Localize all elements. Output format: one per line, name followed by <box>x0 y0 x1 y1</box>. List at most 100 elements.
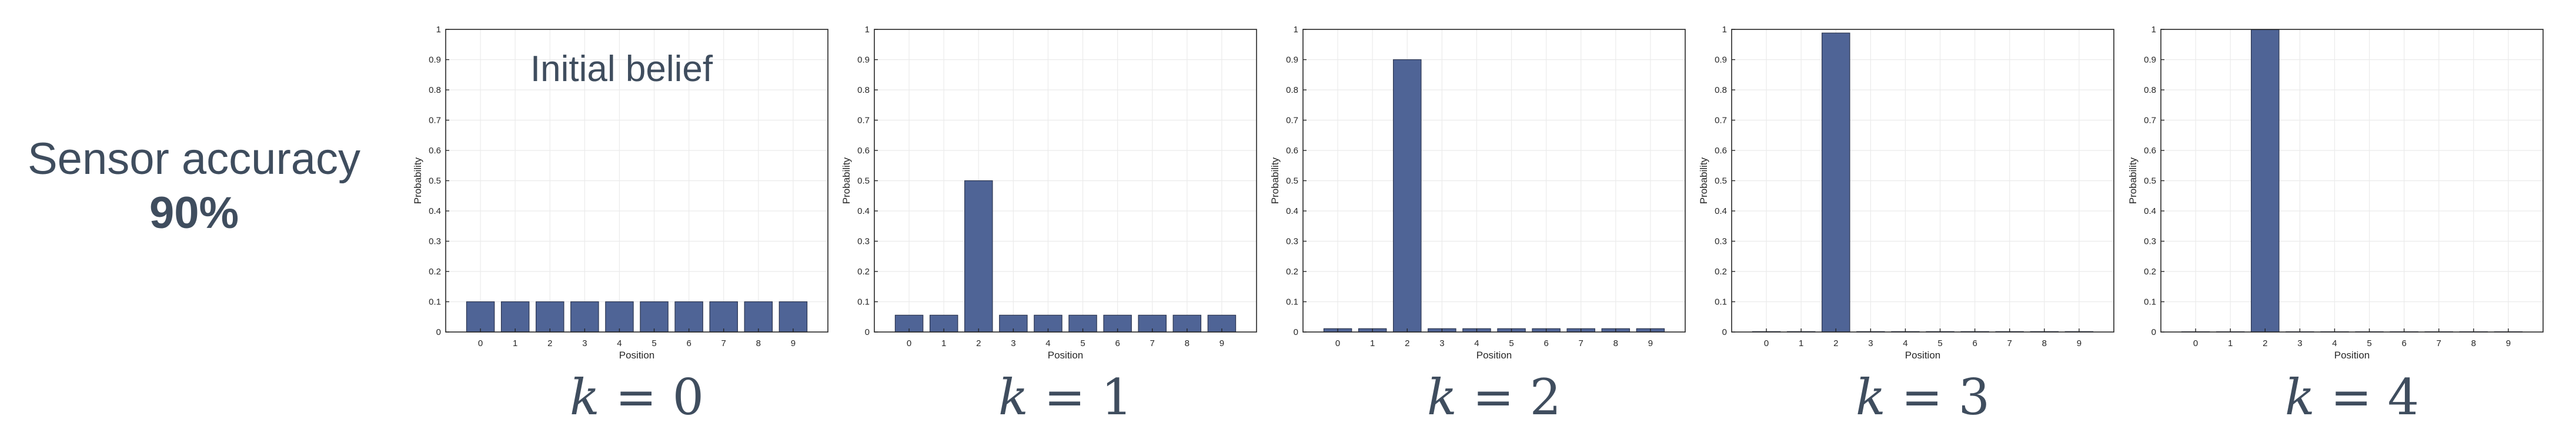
y-axis-title: Probability <box>1269 157 1281 204</box>
y-tick-label: 0.9 <box>2144 55 2156 65</box>
y-tick-label: 0.8 <box>1286 85 1298 95</box>
y-tick-label: 0.8 <box>857 85 870 95</box>
y-tick-label: 1 <box>1722 25 1727 35</box>
y-tick-label: 0.8 <box>2144 85 2156 95</box>
y-tick-label: 1 <box>2151 25 2156 35</box>
x-tick-label: 0 <box>907 338 911 348</box>
x-tick-label: 5 <box>651 338 656 348</box>
caption-variable: k <box>1427 368 1457 426</box>
x-tick-label: 2 <box>2263 338 2267 348</box>
x-axis-title: Position <box>1476 350 1512 361</box>
bar-position-3 <box>570 301 599 333</box>
y-tick-label: 0.3 <box>857 237 870 247</box>
caption-variable: k <box>998 368 1028 426</box>
caption-operator: = <box>1028 368 1101 426</box>
y-tick-label: 1 <box>1294 25 1298 35</box>
x-tick-label: 9 <box>2077 338 2081 348</box>
chart-k2: 0 0.1 0.2 0.3 0.4 0.5 0.6 0.7 0.8 0.9 1 0 1 2 3 4 5 6 7 8 9 P… <box>1269 25 1686 426</box>
y-tick-label: 0.6 <box>2144 146 2156 156</box>
y-tick-label: 0.6 <box>1286 146 1298 156</box>
y-tick-label: 0.4 <box>1286 206 1298 216</box>
bar-position-2 <box>536 301 564 333</box>
y-tick-label: 0.5 <box>2144 176 2156 186</box>
x-tick-label: 9 <box>1648 338 1653 348</box>
y-tick-label: 0 <box>865 327 870 337</box>
caption-operator: = <box>1886 368 1959 426</box>
x-tick-label: 1 <box>941 338 946 348</box>
x-tick-label: 3 <box>582 338 587 348</box>
x-tick-label: 9 <box>2506 338 2511 348</box>
y-tick-label: 0.4 <box>1715 206 1727 216</box>
chart-k3: 0 0.1 0.2 0.3 0.4 0.5 0.6 0.7 0.8 0.9 1 0 1 2 3 4 5 6 7 8 9 P… <box>1698 25 2114 426</box>
y-tick-label: 0 <box>2151 327 2156 337</box>
x-tick-label: 9 <box>1219 338 1224 348</box>
x-tick-label: 5 <box>1509 338 1513 348</box>
x-tick-label: 8 <box>1613 338 1618 348</box>
caption-k2: k = 2 <box>1427 368 1561 426</box>
y-tick-label: 0.7 <box>429 116 441 126</box>
x-axis-title: Position <box>1048 350 1083 361</box>
x-tick-label: 2 <box>976 338 981 348</box>
bar-position-5 <box>640 301 669 333</box>
x-tick-label: 7 <box>1150 338 1155 348</box>
x-tick-label: 7 <box>721 338 726 348</box>
y-tick-label: 0.5 <box>1715 176 1727 186</box>
x-tick-label: 4 <box>1474 338 1479 348</box>
y-tick-label: 0.4 <box>429 206 441 216</box>
x-tick-label: 0 <box>478 338 483 348</box>
bar-position-1 <box>500 301 530 333</box>
x-tick-label: 1 <box>1799 338 1803 348</box>
x-tick-label: 1 <box>1370 338 1375 348</box>
caption-operator: = <box>1457 368 1530 426</box>
x-tick-label: 7 <box>2437 338 2441 348</box>
bar-position-9 <box>779 301 808 333</box>
y-tick-label: 0.6 <box>429 146 441 156</box>
y-tick-label: 0.3 <box>1715 237 1727 247</box>
x-tick-label: 0 <box>1764 338 1769 348</box>
y-tick-label: 0.3 <box>2144 237 2156 247</box>
y-tick-label: 0.1 <box>857 297 870 307</box>
y-axis-title: Probability <box>2127 157 2139 204</box>
y-tick-label: 0.2 <box>857 267 870 277</box>
y-tick-label: 0.6 <box>857 146 870 156</box>
y-tick-label: 0.9 <box>1286 55 1298 65</box>
x-tick-label: 4 <box>1045 338 1050 348</box>
y-tick-label: 0.4 <box>857 206 870 216</box>
caption-variable: k <box>1856 368 1886 426</box>
caption-variable: k <box>2285 368 2315 426</box>
y-tick-label: 0.2 <box>1286 267 1298 277</box>
x-tick-label: 0 <box>2193 338 2198 348</box>
chart-k0: 0 0.1 0.2 0.3 0.4 0.5 0.6 0.7 0.8 0.9 1 0 1 2 3 4 5 6 7 8 9 P… <box>412 25 828 426</box>
bar-position-2 <box>1822 32 1850 333</box>
annotation-initial-belief: Initial belief <box>530 49 713 89</box>
bar-position-7 <box>709 301 738 333</box>
x-axis-title: Position <box>1905 350 1940 361</box>
y-tick-label: 0.7 <box>1715 116 1727 126</box>
x-tick-label: 4 <box>1903 338 1907 348</box>
caption-k0: k = 0 <box>570 368 704 426</box>
bar-position-2 <box>1393 59 1422 333</box>
caption-k3: k = 3 <box>1856 368 1990 426</box>
x-tick-label: 3 <box>2297 338 2302 348</box>
y-tick-label: 0.8 <box>429 85 441 95</box>
y-tick-label: 0 <box>436 327 441 337</box>
y-tick-label: 0.2 <box>2144 267 2156 277</box>
y-tick-label: 0.8 <box>1715 85 1727 95</box>
x-axis-title: Position <box>2334 350 2370 361</box>
x-tick-label: 1 <box>2228 338 2233 348</box>
y-tick-label: 0.2 <box>1715 267 1727 277</box>
x-tick-label: 5 <box>1937 338 1942 348</box>
y-tick-label: 0.1 <box>1715 297 1727 307</box>
y-axis-title: Probability <box>1698 157 1709 204</box>
y-axis-title: Probability <box>412 157 423 204</box>
bar-position-8 <box>744 301 773 333</box>
y-tick-label: 0.1 <box>2144 297 2156 307</box>
y-tick-label: 1 <box>436 25 441 35</box>
x-axis-title: Position <box>619 350 654 361</box>
caption-number: 2 <box>1530 368 1561 426</box>
caption-operator: = <box>600 368 673 426</box>
x-tick-label: 3 <box>1439 338 1444 348</box>
x-tick-label: 6 <box>686 338 691 348</box>
x-tick-label: 3 <box>1011 338 1015 348</box>
